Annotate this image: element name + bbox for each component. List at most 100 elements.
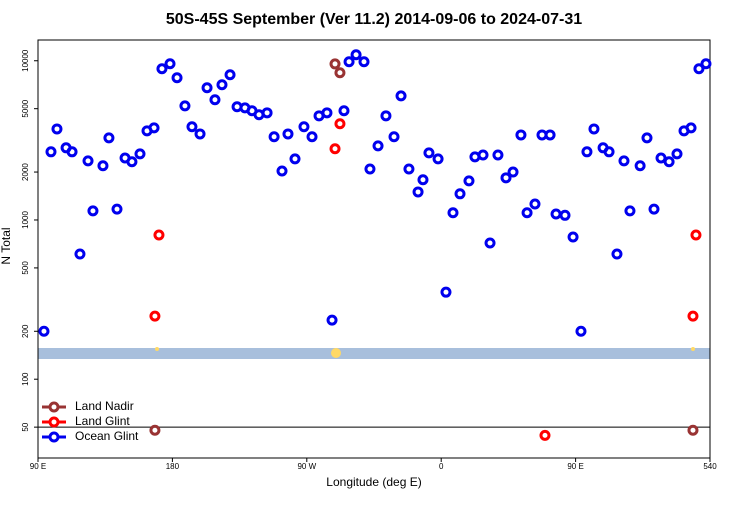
point <box>358 56 370 68</box>
point <box>372 140 384 152</box>
point <box>395 90 407 102</box>
point <box>364 163 376 175</box>
point <box>45 146 57 158</box>
point <box>171 72 183 84</box>
point <box>126 156 138 168</box>
point <box>671 148 683 160</box>
x-tick-label: 180 <box>166 462 180 471</box>
point <box>164 58 176 70</box>
point <box>134 148 146 160</box>
point <box>417 174 429 186</box>
point <box>87 205 99 217</box>
point <box>321 107 333 119</box>
point <box>194 128 206 140</box>
legend-marker <box>48 401 60 413</box>
point <box>97 160 109 172</box>
point <box>515 129 527 141</box>
plot-frame <box>37 39 711 459</box>
point <box>148 122 160 134</box>
point <box>380 110 392 122</box>
point <box>575 325 587 337</box>
point <box>624 205 636 217</box>
point <box>153 229 165 241</box>
y-tick-label: 10000 <box>21 49 30 72</box>
point <box>603 146 615 158</box>
point <box>507 166 519 178</box>
point <box>588 123 600 135</box>
x-tick-label: 90 E <box>567 462 583 471</box>
sun-marker <box>155 347 159 351</box>
point <box>298 121 310 133</box>
point <box>403 163 415 175</box>
point <box>529 198 541 210</box>
point <box>329 58 341 70</box>
sun-marker <box>691 347 695 351</box>
point <box>648 203 660 215</box>
legend-label: Land Nadir <box>75 399 134 413</box>
y-tick-label: 200 <box>21 324 30 338</box>
legend-label: Ocean Glint <box>75 429 139 443</box>
point <box>306 131 318 143</box>
point <box>655 152 667 164</box>
point <box>685 122 697 134</box>
point <box>432 153 444 165</box>
point <box>261 107 273 119</box>
point <box>690 229 702 241</box>
point <box>388 131 400 143</box>
point <box>149 310 161 322</box>
point <box>550 208 562 220</box>
point <box>500 172 512 184</box>
point <box>326 314 338 326</box>
point <box>282 128 294 140</box>
point <box>51 123 63 135</box>
point <box>611 248 623 260</box>
point <box>477 149 489 161</box>
x-tick-label: 540 <box>703 462 717 471</box>
x-axis-label: Longitude (deg E) <box>326 475 421 489</box>
y-tick-label: 2000 <box>21 163 30 181</box>
point <box>38 325 50 337</box>
point <box>179 100 191 112</box>
point <box>539 429 551 441</box>
point <box>334 67 346 79</box>
point <box>440 286 452 298</box>
y-tick-label: 5000 <box>21 99 30 117</box>
point <box>663 156 675 168</box>
point <box>343 56 355 68</box>
point <box>201 82 213 94</box>
point <box>618 155 630 167</box>
point <box>687 310 699 322</box>
point <box>454 188 466 200</box>
point <box>581 146 593 158</box>
point <box>463 175 475 187</box>
y-tick-label: 100 <box>21 372 30 386</box>
x-tick-label: 90 W <box>297 462 316 471</box>
point <box>276 165 288 177</box>
point <box>66 146 78 158</box>
legend-marker <box>48 431 60 443</box>
point <box>149 424 161 436</box>
point <box>216 79 228 91</box>
y-tick-label: 1000 <box>21 211 30 229</box>
point <box>334 118 346 130</box>
point <box>329 143 341 155</box>
point <box>224 69 236 81</box>
point <box>412 186 424 198</box>
point <box>338 105 350 117</box>
point <box>82 155 94 167</box>
point <box>700 58 712 70</box>
point <box>484 237 496 249</box>
point <box>521 207 533 219</box>
chart-title: 50S-45S September (Ver 11.2) 2014-09-06 … <box>166 11 582 28</box>
sun-band <box>38 348 710 359</box>
x-tick-label: 0 <box>439 462 444 471</box>
point <box>268 131 280 143</box>
point <box>74 248 86 260</box>
point <box>559 209 571 221</box>
point <box>103 132 115 144</box>
y-axis-label: N Total <box>0 227 13 264</box>
point <box>209 94 221 106</box>
point <box>634 160 646 172</box>
legend-marker <box>48 416 60 428</box>
point <box>544 129 556 141</box>
